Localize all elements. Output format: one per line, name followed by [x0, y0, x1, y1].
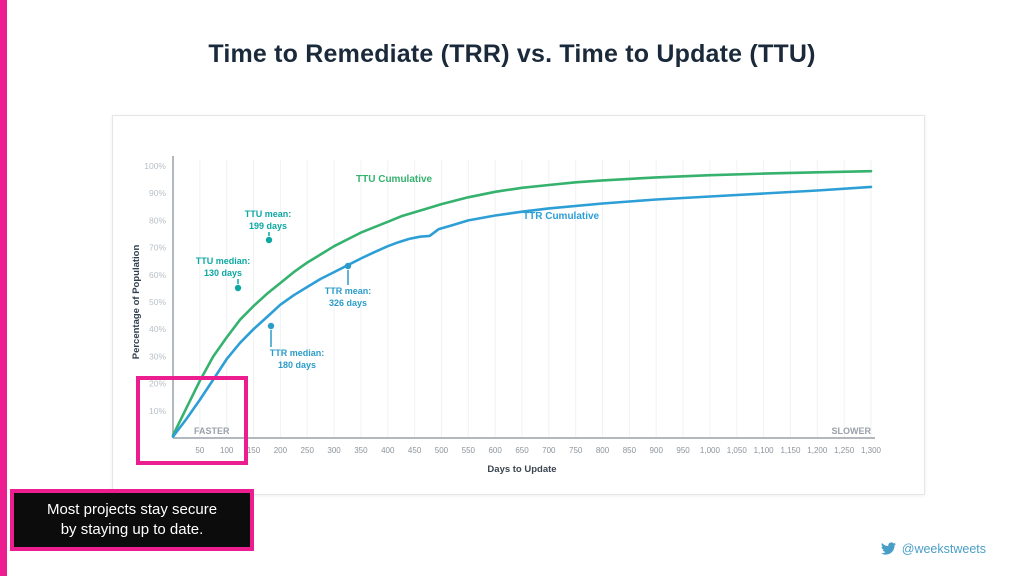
- x-tick-label: 900: [650, 446, 664, 455]
- x-tick-label: 50: [195, 446, 204, 455]
- y-tick-label: 100%: [144, 161, 166, 171]
- twitter-handle: @weekstweets: [901, 541, 986, 556]
- x-tick-label: 700: [542, 446, 556, 455]
- annotation-label: 180 days: [278, 360, 316, 370]
- x-axis-title: Days to Update: [487, 464, 556, 475]
- annotation-label: TTR mean:: [325, 286, 372, 296]
- y-tick-label: 40%: [149, 324, 166, 334]
- series-label: TTR Cumulative: [523, 211, 600, 222]
- accent-strip: [0, 0, 7, 576]
- x-tick-label: 400: [381, 446, 395, 455]
- annotation-dot: [265, 236, 273, 244]
- x-tick-label: 500: [435, 446, 449, 455]
- x-tick-label: 1,050: [727, 446, 748, 455]
- callout-line-1: Most projects stay secure: [46, 501, 218, 518]
- highlight-box: [136, 376, 248, 465]
- faster-label: FASTER: [194, 426, 230, 436]
- y-tick-label: 90%: [149, 188, 166, 198]
- x-tick-label: 300: [327, 446, 341, 455]
- x-tick-label: 450: [408, 446, 422, 455]
- callout-box: Most projects stay secure by staying up …: [10, 489, 254, 551]
- x-tick-label: 250: [301, 446, 315, 455]
- annotation-label: 199 days: [249, 221, 287, 231]
- slower-label: SLOWER: [832, 426, 872, 436]
- y-tick-label: 70%: [149, 243, 166, 253]
- x-tick-label: 200: [274, 446, 288, 455]
- x-tick-label: 850: [623, 446, 637, 455]
- y-tick-label: 20%: [149, 379, 166, 389]
- x-tick-label: 1,300: [861, 446, 882, 455]
- y-axis-title: Percentage of Population: [131, 245, 142, 360]
- x-tick-label: 100: [220, 446, 234, 455]
- x-tick-label: 1,150: [780, 446, 801, 455]
- y-tick-label: 50%: [149, 297, 166, 307]
- y-tick-label: 80%: [149, 215, 166, 225]
- page-title: Time to Remediate (TRR) vs. Time to Upda…: [208, 40, 816, 68]
- x-tick-label: 1,100: [754, 446, 775, 455]
- annotation-dot: [344, 262, 352, 270]
- y-tick-label: 30%: [149, 351, 166, 361]
- series-ttu-cumulative: [171, 169, 873, 437]
- x-tick-label: 950: [676, 446, 690, 455]
- x-tick-label: 800: [596, 446, 610, 455]
- x-tick-label: 550: [462, 446, 476, 455]
- x-tick-label: 350: [354, 446, 368, 455]
- x-tick-label: 650: [515, 446, 529, 455]
- annotation-label: TTR median:: [270, 348, 325, 358]
- x-tick-label: 1,250: [834, 446, 855, 455]
- annotation-dot: [234, 284, 242, 292]
- y-tick-label: 60%: [149, 270, 166, 280]
- annotation-label: TTU mean:: [245, 209, 292, 219]
- callout-line-2: by staying up to date.: [60, 520, 204, 538]
- twitter-bird-icon: [880, 541, 896, 556]
- x-tick-label: 1,000: [700, 446, 721, 455]
- x-tick-label: 600: [488, 446, 502, 455]
- series-label: TTU Cumulative: [356, 174, 433, 185]
- x-tick-label: 750: [569, 446, 583, 455]
- y-tick-label: 10%: [149, 406, 166, 416]
- annotation-label: 130 days: [204, 268, 242, 278]
- x-tick-label: 150: [247, 446, 261, 455]
- series-ttr-cumulative: [171, 185, 873, 438]
- chart-svg: 10% 20% 30% 40% 50% 60% 70% 80% 90% 100% 50 100 150 2…: [131, 156, 882, 475]
- annotation-dot: [267, 322, 275, 330]
- x-tick-label: 1,200: [807, 446, 828, 455]
- annotation-label: TTU median:: [196, 256, 251, 266]
- twitter-footer: @weekstweets: [880, 541, 986, 556]
- annotation-label: 326 days: [329, 298, 367, 308]
